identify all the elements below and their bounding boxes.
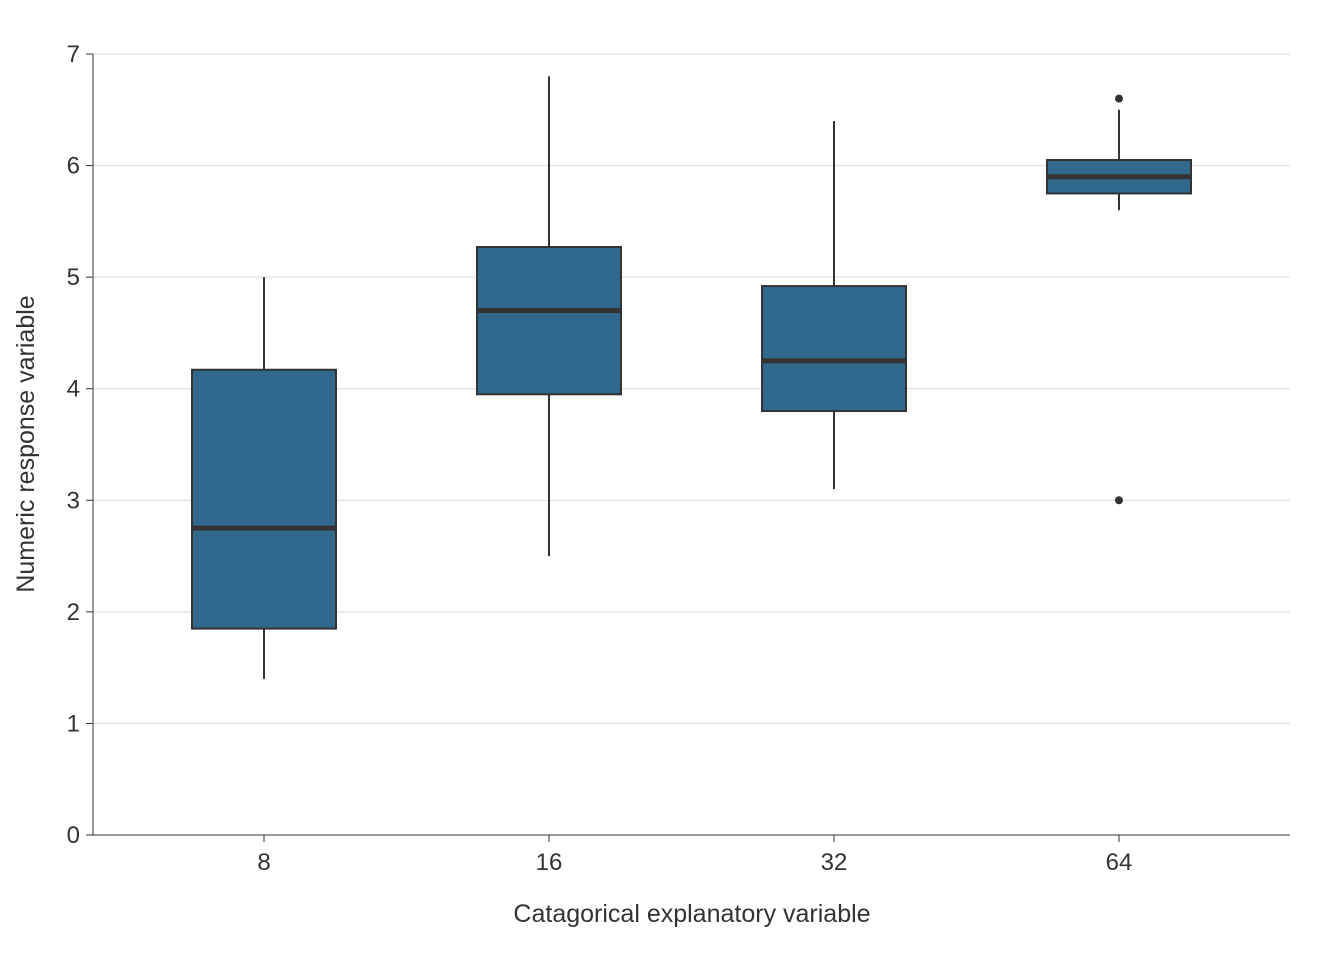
y-axis-title: Numeric response variable [12, 295, 40, 592]
x-axis-title: Catagorical explanatory variable [513, 900, 870, 928]
box-8 [191, 277, 337, 679]
box-rect-32 [761, 285, 907, 413]
y-tick-label-3: 3 [67, 487, 80, 514]
box-16 [476, 76, 622, 557]
y-tick-label-5: 5 [67, 264, 80, 291]
x-tick-label-64: 64 [1106, 849, 1133, 876]
box-rect-8 [191, 368, 337, 630]
y-tick-label-0: 0 [67, 822, 80, 849]
x-tick-label-16: 16 [536, 849, 563, 876]
axes [86, 53, 1290, 842]
outlier-64-1 [1115, 496, 1123, 505]
box-rect-16 [476, 246, 622, 396]
tick-labels: 0 1 2 3 4 5 6 7 8 16 32 64 [67, 41, 1133, 876]
x-tick-label-8: 8 [257, 849, 270, 876]
y-tick-label-7: 7 [67, 41, 80, 68]
y-tick-label-2: 2 [67, 599, 80, 626]
y-tick-label-4: 4 [67, 376, 80, 403]
boxes [191, 76, 1192, 679]
box-32 [761, 120, 907, 490]
outlier-64-0 [1115, 94, 1123, 103]
y-tick-label-1: 1 [67, 710, 80, 737]
box-64 [1046, 94, 1192, 505]
x-tick-label-32: 32 [821, 849, 848, 876]
y-tick-label-6: 6 [67, 153, 80, 180]
